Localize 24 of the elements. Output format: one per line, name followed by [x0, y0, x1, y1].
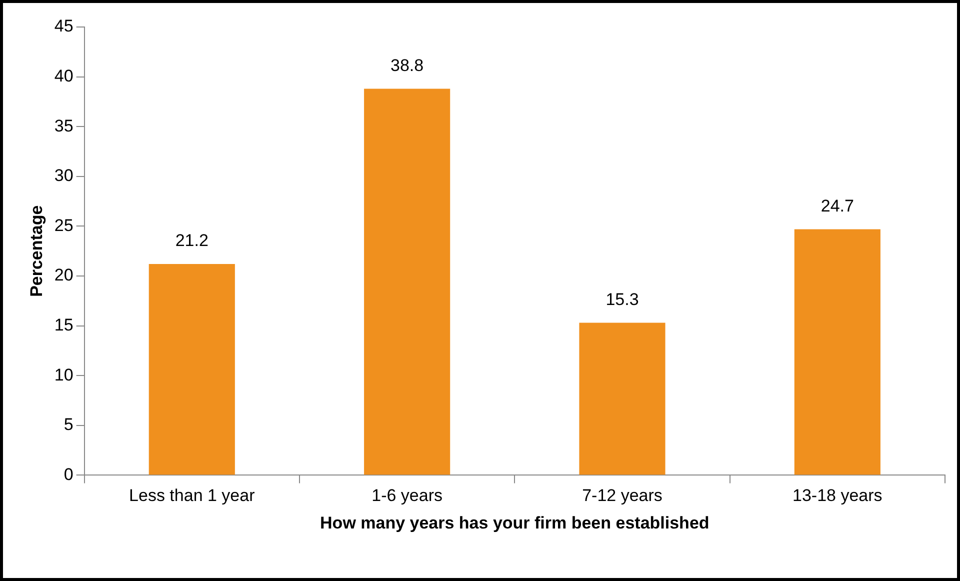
data-label: 21.2	[175, 231, 208, 250]
bar	[364, 88, 450, 475]
data-label: 24.7	[820, 196, 854, 216]
y-tick-label: 15	[54, 315, 74, 334]
y-tick-label: 35	[54, 116, 74, 136]
x-tick-label: Less than 1 year	[129, 486, 256, 506]
bar	[148, 264, 235, 475]
y-tick-label: 25	[54, 216, 74, 235]
y-axis-title: Percentage	[26, 205, 46, 297]
y-tick-label: 0	[64, 464, 74, 484]
x-tick-label: 13-18 years	[792, 486, 882, 506]
y-tick-label: 10	[54, 365, 74, 384]
bar	[794, 229, 880, 475]
data-label: 15.3	[606, 290, 639, 309]
y-tick-label: 45	[54, 16, 74, 36]
data-label: 38.8	[390, 56, 424, 75]
y-tick-label: 40	[54, 66, 74, 86]
x-axis-title: How many years has your firm been established	[320, 513, 710, 532]
x-tick-label: 7-12 years	[582, 486, 662, 506]
y-tick-label: 20	[54, 266, 74, 285]
bar	[579, 322, 666, 475]
y-tick-label: 5	[64, 415, 74, 434]
x-tick-label: 1-6 years	[372, 486, 443, 506]
y-tick-label: 30	[54, 166, 74, 186]
